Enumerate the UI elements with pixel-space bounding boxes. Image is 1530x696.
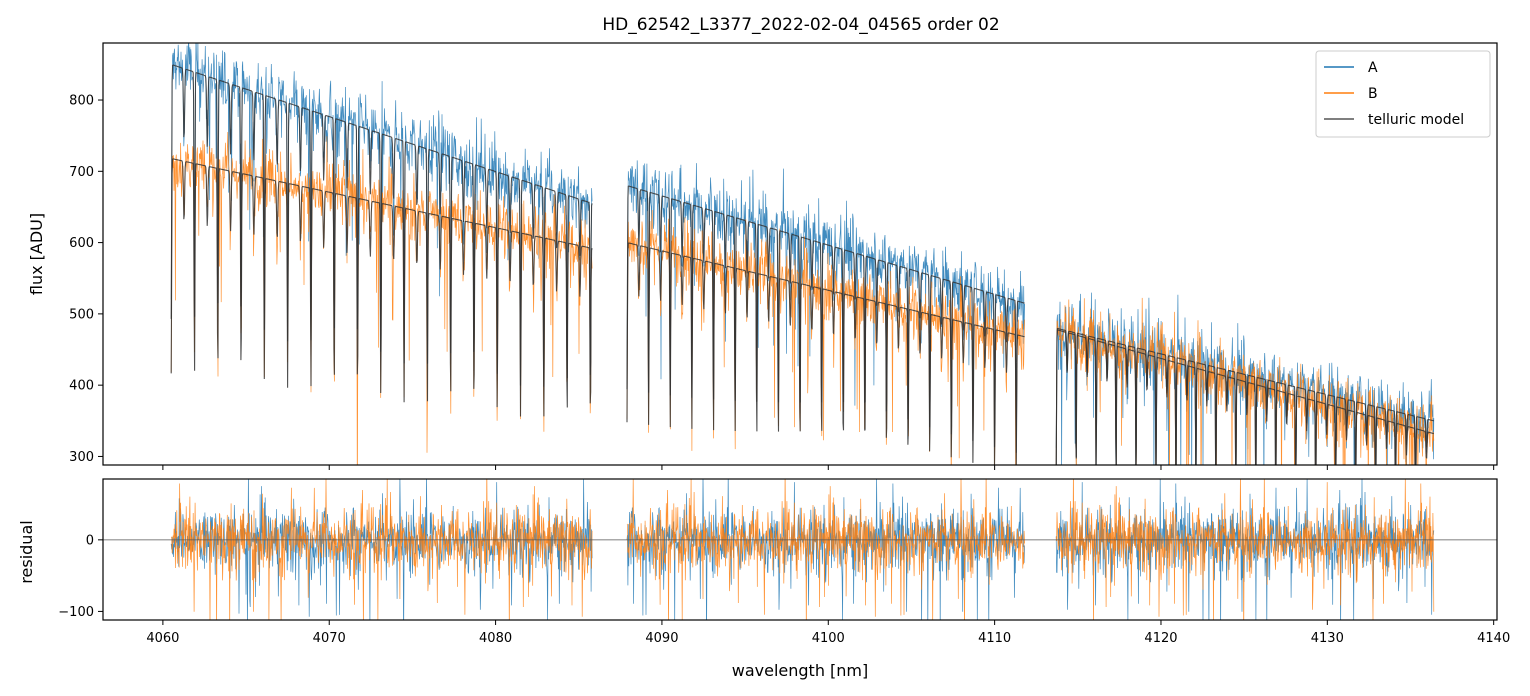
- telluric-model-b-segment-2: [626, 242, 1025, 465]
- residual-axes-frame: [102, 478, 1498, 621]
- flux-series-group: [170, 43, 1435, 465]
- series-b-segment-3: [1055, 297, 1435, 465]
- chart-title: HD_62542_L3377_2022-02-04_04565 order 02: [602, 15, 999, 35]
- telluric-model-a-segment-3: [1055, 327, 1434, 465]
- x-tick-label-4070: 4070: [313, 631, 346, 646]
- residual-y-tick-label-0: 0: [86, 533, 94, 548]
- legend-label-a: A: [1368, 60, 1378, 76]
- residual-series-group: [103, 479, 1497, 620]
- residual-y-axis-label: residual: [17, 520, 36, 583]
- series-b-segment-2: [626, 209, 1025, 465]
- x-tick-label-4140: 4140: [1477, 631, 1510, 646]
- x-tick-label-4110: 4110: [978, 631, 1011, 646]
- flux-x-ticks: [162, 465, 1495, 470]
- telluric-model-b-segment-3: [1055, 329, 1434, 465]
- residual-y-ticks: −100 0: [58, 533, 103, 620]
- residual-y-tick-label--100: −100: [58, 605, 94, 620]
- x-tick-label-4120: 4120: [1144, 631, 1177, 646]
- residual-panel: −100 0 4060 4070 4080 4090 4100 4110 4120 4130 41…: [17, 478, 1510, 680]
- residual-x-ticks: 4060 4070 4080 4090 4100 4110 4120 4130 4140: [146, 620, 1510, 646]
- flux-panel: 300 400 500 600 700 800 flux [ADU] A B tellur…: [27, 42, 1498, 470]
- x-tick-label-4090: 4090: [645, 631, 678, 646]
- legend-label-b: B: [1368, 86, 1378, 102]
- flux-y-ticks: 300 400 500 600 700 800: [69, 94, 103, 465]
- flux-y-tick-label-800: 800: [69, 94, 94, 109]
- flux-y-tick-label-600: 600: [69, 236, 94, 251]
- x-axis-label: wavelength [nm]: [732, 661, 869, 680]
- telluric-model-b-segment-1: [170, 158, 593, 417]
- flux-y-tick-label-400: 400: [69, 379, 94, 394]
- legend-frame: [1315, 50, 1491, 138]
- legend: A B telluric model: [1315, 50, 1491, 138]
- flux-axes-frame: [102, 42, 1498, 466]
- x-tick-label-4100: 4100: [812, 631, 845, 646]
- residual-b-segment-1: [170, 479, 593, 620]
- flux-y-tick-label-700: 700: [69, 165, 94, 180]
- residual-b-segment-3: [1055, 479, 1435, 620]
- telluric-model-a-segment-2: [626, 185, 1025, 453]
- x-tick-label-4080: 4080: [479, 631, 512, 646]
- x-tick-label-4060: 4060: [146, 631, 179, 646]
- flux-y-tick-label-500: 500: [69, 307, 94, 322]
- flux-y-axis-label: flux [ADU]: [27, 213, 46, 295]
- flux-y-tick-label-300: 300: [69, 450, 94, 465]
- x-tick-label-4130: 4130: [1311, 631, 1344, 646]
- residual-b-segment-2: [626, 479, 1025, 620]
- legend-label-telluric: telluric model: [1368, 112, 1464, 128]
